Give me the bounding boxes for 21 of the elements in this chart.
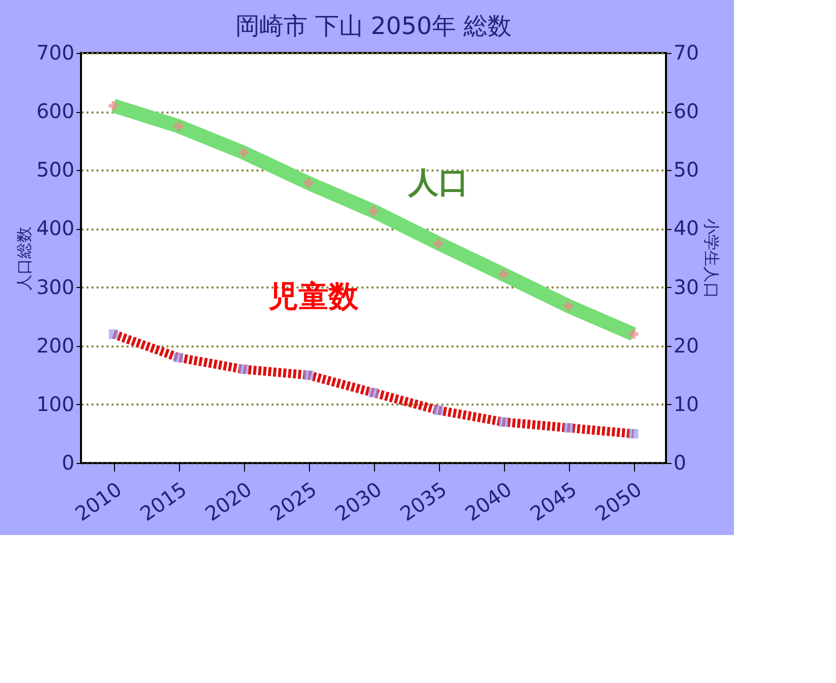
y2-tick-label: 10 xyxy=(674,392,699,416)
y-tick-label: 400 xyxy=(36,216,74,240)
y2-tick-label: 30 xyxy=(674,274,699,299)
chart-title: 岡崎市 下山 2050年 総数 xyxy=(236,12,512,40)
y2-tick-label: 0 xyxy=(674,450,686,474)
y2-tick-label: 70 xyxy=(674,40,699,64)
series-label: 児童数 xyxy=(268,280,360,315)
y-tick-label: 600 xyxy=(36,99,74,124)
y2-tick-label: 60 xyxy=(674,99,699,124)
y2-tick-label: 40 xyxy=(674,216,699,240)
series-label: 人口 xyxy=(408,165,468,200)
y2-axis-title: 小学生人口 xyxy=(702,218,721,298)
y-tick-label: 200 xyxy=(36,333,74,358)
y2-tick-label: 20 xyxy=(674,333,699,358)
y-tick-label: 0 xyxy=(62,450,74,474)
y-tick-label: 100 xyxy=(36,392,74,416)
y-tick-label: 500 xyxy=(36,158,74,182)
y-tick-label: 300 xyxy=(36,274,74,299)
y-tick-label: 700 xyxy=(36,40,74,64)
y2-tick-label: 50 xyxy=(674,158,699,182)
y-axis-title: 人口総数 xyxy=(14,226,34,290)
